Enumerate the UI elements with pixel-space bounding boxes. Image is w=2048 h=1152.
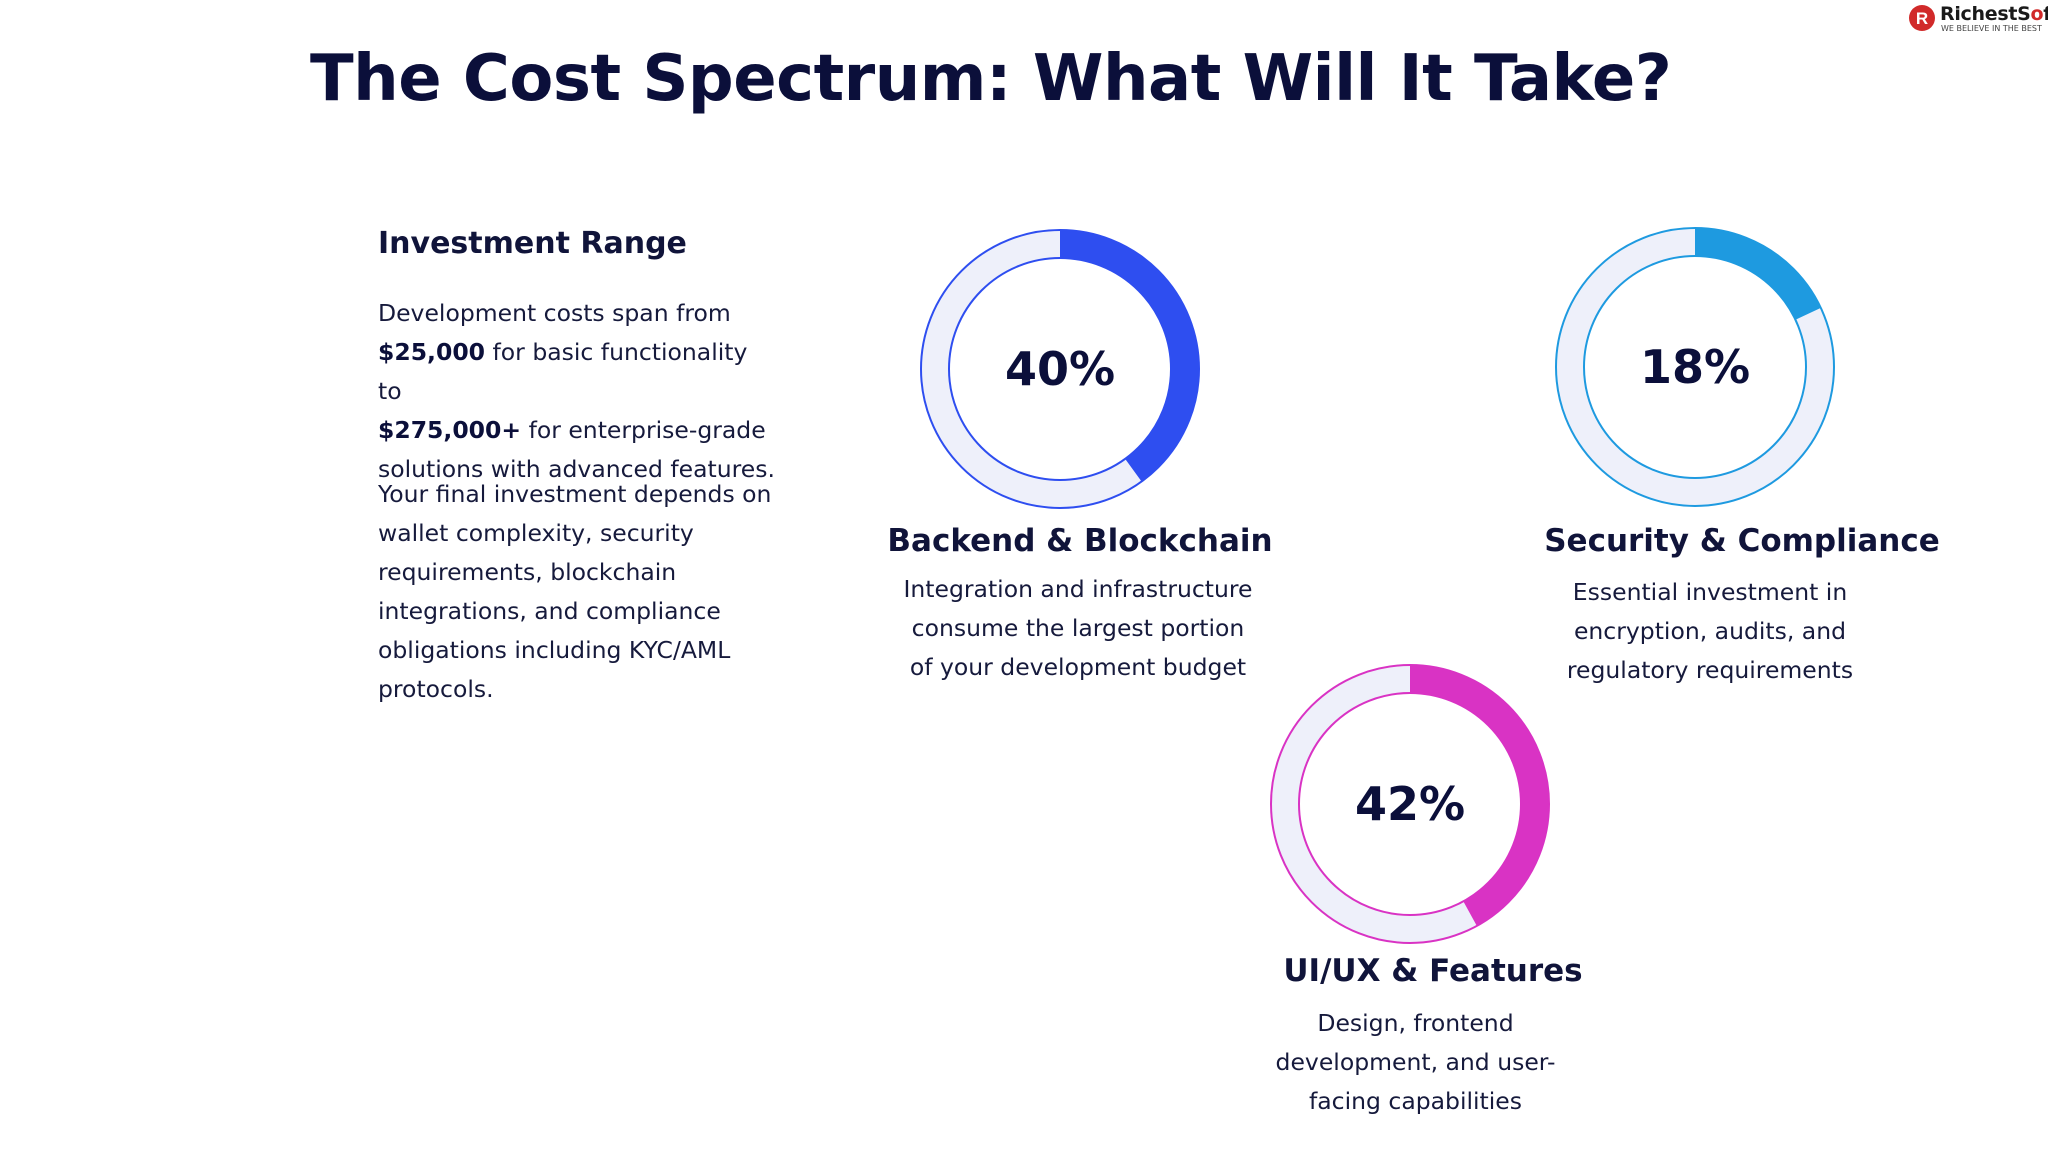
- max-cost-amount: $275,000+: [378, 416, 522, 444]
- investment-factors-paragraph: Your final investment depends on wallet …: [378, 480, 772, 703]
- brand-gear-o: o: [2030, 3, 2044, 25]
- uiux-features-donut-chart: [1270, 664, 1550, 944]
- p1-mid: for basic functionality to: [378, 338, 748, 405]
- page-title: The Cost Spectrum: What Will It Take?: [310, 42, 1672, 116]
- donut-value-arc: [921, 230, 1199, 508]
- logo-mark-icon: R: [1909, 5, 1935, 31]
- investment-range-heading: Investment Range: [378, 226, 687, 261]
- security-compliance-desc: Essential investment in encryption, audi…: [1566, 578, 1854, 684]
- security-compliance-donut-chart: [1555, 227, 1835, 507]
- security-compliance-percent: 18%: [1639, 340, 1751, 394]
- brand-tagline: WE BELIEVE IN THE BEST: [1941, 24, 2042, 33]
- investment-range-paragraph: Development costs span from $25,000 for b…: [378, 294, 778, 489]
- uiux-features-donut: 42%: [1267, 661, 1553, 947]
- donut-value-arc: [1271, 665, 1549, 943]
- security-compliance-donut: 18%: [1552, 224, 1838, 510]
- backend-blockchain-donut-chart: [920, 229, 1200, 509]
- backend-blockchain-donut: 40%: [917, 226, 1203, 512]
- security-compliance-title: Security & Compliance: [1544, 523, 1940, 559]
- uiux-features-title: UI/UX & Features: [1283, 953, 1583, 989]
- p1-post: for enterprise-grade solutions with adva…: [378, 416, 775, 483]
- p1-pre: Development costs span from: [378, 299, 731, 327]
- backend-blockchain-title: Backend & Blockchain: [887, 523, 1273, 559]
- logo-mark-circle: [1909, 5, 1935, 31]
- brand-logo: R RichestSoft WE BELIEVE IN THE BEST: [1908, 2, 2048, 36]
- backend-blockchain-percent: 40%: [1004, 342, 1116, 396]
- uiux-features-desc: Design, frontend development, and user-f…: [1275, 1009, 1556, 1115]
- backend-blockchain-desc: Integration and infrastructure consume t…: [903, 575, 1253, 681]
- brand-name: RichestSoft: [1940, 3, 2048, 25]
- logo-mark-letter: R: [1916, 9, 1928, 28]
- min-cost-amount: $25,000: [378, 338, 486, 366]
- brand-name-part2: ft: [2043, 3, 2048, 25]
- uiux-features-percent: 42%: [1354, 777, 1466, 831]
- brand-name-part1: RichestS: [1940, 3, 2031, 25]
- donut-value-arc: [1556, 228, 1834, 506]
